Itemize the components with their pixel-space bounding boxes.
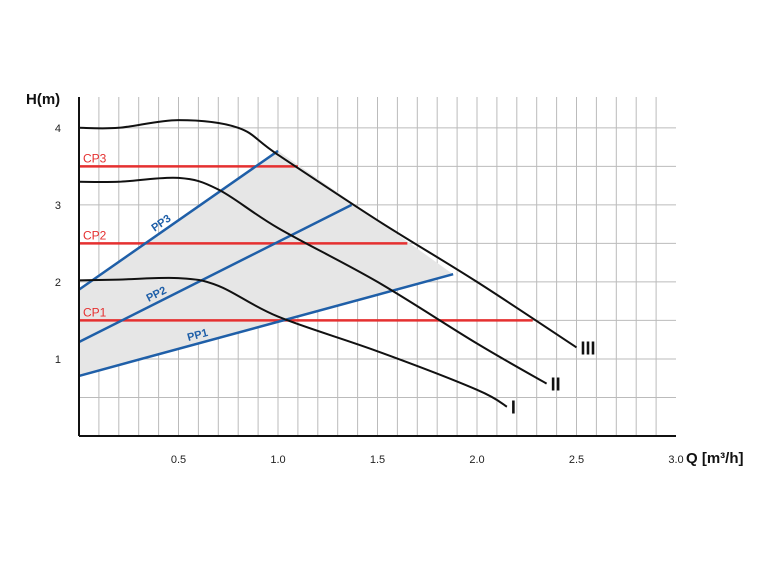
x-tick-label: 0.5 (171, 454, 186, 466)
constant-pressure-lines: CP3 CP2 CP1 (79, 151, 533, 322)
x-tick-label: 1.5 (370, 454, 385, 466)
cp-label-cp2: CP2 (83, 228, 107, 242)
x-axis-label: Q [m³/h] (686, 450, 744, 467)
y-tick-label: 3 (55, 200, 61, 212)
speed-curve-i (78, 276, 508, 408)
speed-curve-label-ii: II (551, 375, 561, 395)
x-tick-label: 1.0 (270, 454, 285, 466)
cp-label-cp1: CP1 (83, 305, 107, 319)
pp-line-pp2 (78, 203, 353, 344)
y-axis-label: H(m) (26, 91, 60, 108)
speed-curve-label-i: I (511, 398, 516, 418)
x-tick-label: 3.0 (668, 454, 683, 466)
pp-label-pp1: PP1 (186, 327, 209, 344)
x-tick-label: 2.5 (569, 454, 584, 466)
y-tick-label: 1 (55, 354, 61, 366)
y-tick-label: 4 (55, 123, 61, 135)
speed-curve-ii (78, 176, 548, 385)
speed-curve-iii (78, 119, 578, 349)
tick-labels: 0.5 1.0 1.5 2.0 2.5 3.0 1 2 3 4 (55, 123, 684, 466)
pp-line-pp1 (78, 272, 454, 378)
y-tick-label: 2 (55, 277, 61, 289)
speed-curve-label-iii: III (581, 338, 596, 358)
plot-frame (78, 97, 676, 437)
x-tick-label: 2.0 (469, 454, 484, 466)
pp-line-pp3 (78, 149, 279, 291)
cp-label-cp3: CP3 (83, 151, 107, 165)
